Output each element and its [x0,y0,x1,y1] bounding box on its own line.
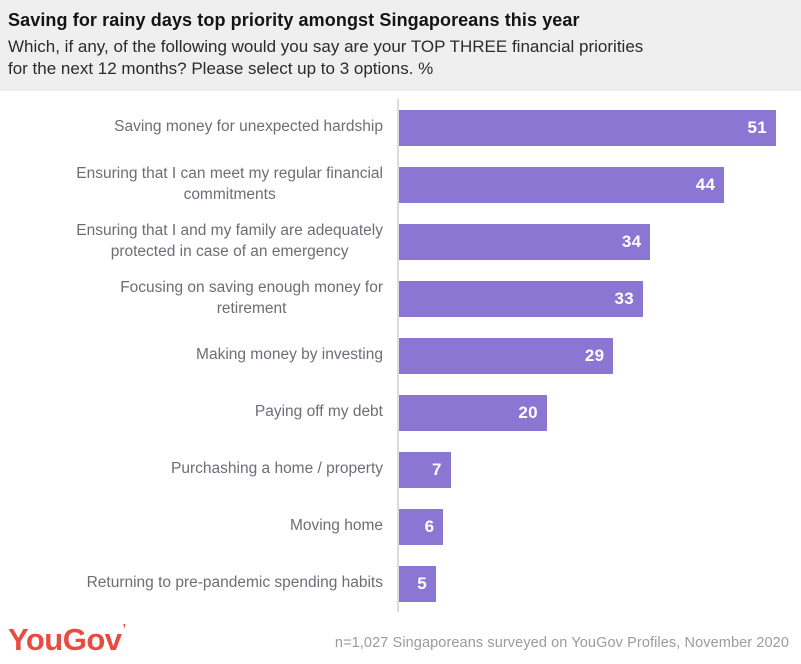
category-label-text: Focusing on saving enough money for reti… [120,279,383,317]
bar-cell: 34 [397,213,801,271]
chart-row: Paying off my debt 20 [0,384,801,442]
bar: 29 [399,337,614,374]
category-label-text: Saving money for unexpected hardship [114,118,383,136]
bar: 33 [399,280,643,317]
category-label: Ensuring that I and my family are adequa… [0,221,397,263]
category-label: Making money by investing [0,345,397,366]
bar: 44 [399,166,725,203]
bar-value-label: 33 [614,288,634,308]
category-label-text: Ensuring that I and my family are adequa… [76,222,383,260]
header: Saving for rainy days top priority among… [0,0,801,92]
bar-value-label: 7 [431,459,442,479]
bar-cell: 51 [397,99,801,157]
category-label: Purchashing a home / property [0,459,397,480]
chart-row: Purchashing a home / property 7 [0,441,801,499]
bar-value-label: 5 [417,573,427,593]
chart-row: Focusing on saving enough money for reti… [0,270,801,328]
bar-cell: 20 [397,384,801,442]
bar-value-label: 6 [424,516,435,536]
bar: 6 [399,508,444,545]
chart-row: Ensuring that I and my family are adequa… [0,213,801,271]
bar: 5 [399,565,436,602]
category-label: Focusing on saving enough money for reti… [0,278,397,320]
footer: YouGov’ n=1,027 Singaporeans surveyed on… [0,621,801,664]
category-label-text: Moving home [289,517,383,535]
chart-row: Ensuring that I can meet my regular fina… [0,156,801,214]
category-label-text: Returning to pre-pandemic spending habit… [86,574,383,592]
bar: 7 [399,451,451,488]
chart-title: Saving for rainy days top priority among… [8,10,580,30]
bar-cell: 7 [397,441,801,499]
bar-cell: 5 [397,555,801,613]
logo-trademark-mark: ’ [122,621,127,636]
category-label: Saving money for unexpected hardship [0,117,397,138]
bar-cell: 44 [397,156,801,214]
chart-row: Saving money for unexpected hardship 51 [0,99,801,157]
chart-row: Moving home 6 [0,498,801,556]
bar-value-label: 34 [621,231,642,251]
chart-subtitle: Which, if any, of the following would yo… [8,36,644,78]
category-label: Returning to pre-pandemic spending habit… [0,573,397,594]
bar-value-label: 51 [747,117,768,137]
category-label: Moving home [0,516,397,537]
bar: 51 [399,109,777,146]
bar-cell: 6 [397,498,801,556]
bar: 20 [399,394,547,431]
source-note: n=1,027 Singaporeans surveyed on YouGov … [334,635,789,651]
yougov-logo-text: YouGov [8,622,122,657]
category-label-text: Purchashing a home / property [171,460,383,478]
yougov-logo: YouGov’ [8,621,127,657]
bar-cell: 33 [397,270,801,328]
bar-value-label: 29 [584,345,605,365]
chart-row: Returning to pre-pandemic spending habit… [0,555,801,613]
bar-value-label: 44 [695,174,716,194]
bar-chart: Saving money for unexpected hardship 51 En… [0,91,801,613]
bar-value-label: 20 [518,402,538,422]
category-label-text: Ensuring that I can meet my regular fina… [76,165,383,203]
category-label-text: Making money by investing [196,346,383,364]
category-label: Ensuring that I can meet my regular fina… [0,164,397,206]
category-label-text: Paying off my debt [254,403,383,421]
chart-row: Making money by investing 29 [0,327,801,385]
bar: 34 [399,223,651,260]
bar-cell: 29 [397,327,801,385]
category-label: Paying off my debt [0,402,397,423]
